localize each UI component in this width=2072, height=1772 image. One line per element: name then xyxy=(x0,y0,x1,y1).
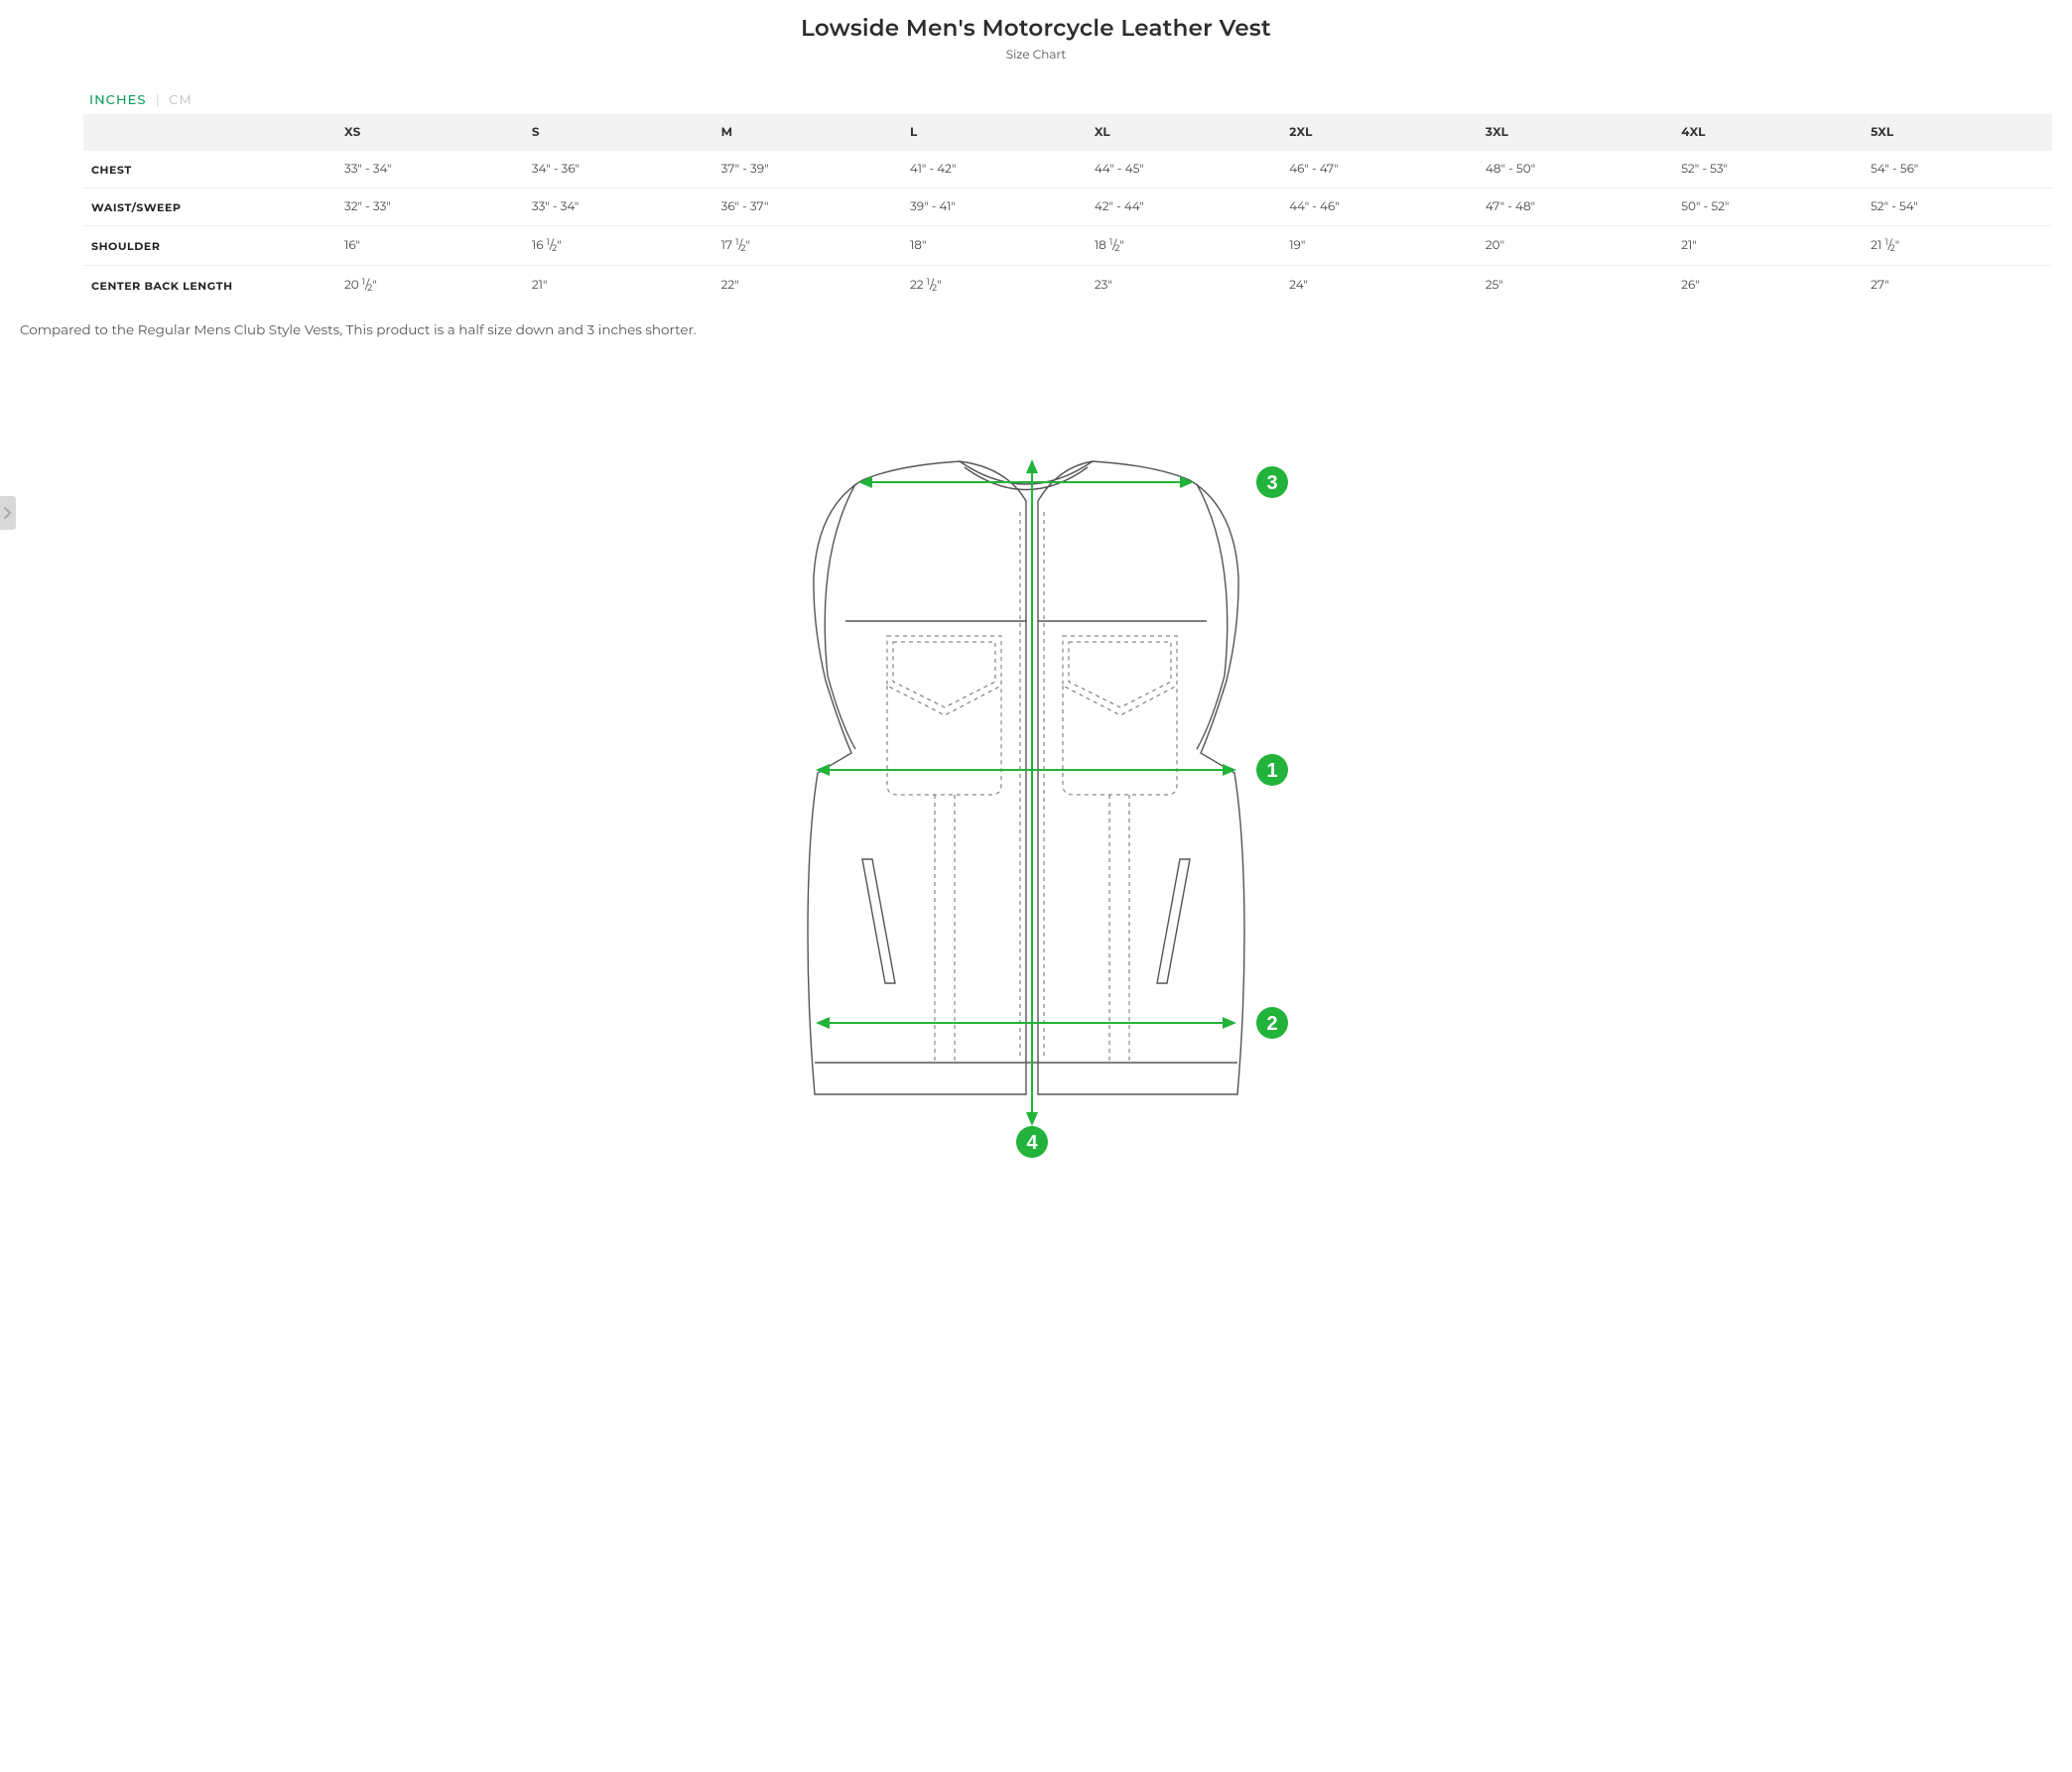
cell: 44" - 46" xyxy=(1281,189,1478,226)
row-label: CHEST xyxy=(83,151,336,189)
cell: 33" - 34" xyxy=(336,151,524,189)
size-table: XS S M L XL 2XL 3XL 4XL 5XL CHEST 33" - … xyxy=(83,114,2052,305)
marker-4: 4 xyxy=(1026,1132,1038,1154)
cell: 20" xyxy=(1478,226,1673,266)
col-m: M xyxy=(713,114,902,151)
measurement-markers: 3 1 2 4 xyxy=(1016,466,1288,1158)
cell: 27" xyxy=(1863,266,2052,306)
cell: 18 1/2" xyxy=(1087,226,1281,266)
unit-cm[interactable]: CM xyxy=(169,92,193,108)
comparison-note: Compared to the Regular Mens Club Style … xyxy=(20,322,2052,338)
col-l: L xyxy=(902,114,1087,151)
col-4xl: 4XL xyxy=(1673,114,1863,151)
cell: 36" - 37" xyxy=(713,189,902,226)
cell: 32" - 33" xyxy=(336,189,524,226)
cell: 17 1/2" xyxy=(713,226,902,266)
cell: 18" xyxy=(902,226,1087,266)
cell: 39" - 41" xyxy=(902,189,1087,226)
col-5xl: 5XL xyxy=(1863,114,2052,151)
cell: 21" xyxy=(524,266,713,306)
col-s: S xyxy=(524,114,713,151)
cell: 22" xyxy=(713,266,902,306)
table-row: WAIST/SWEEP 32" - 33" 33" - 34" 36" - 37… xyxy=(83,189,2052,226)
cell: 52" - 54" xyxy=(1863,189,2052,226)
marker-2: 2 xyxy=(1266,1013,1277,1035)
cell: 48" - 50" xyxy=(1478,151,1673,189)
side-tab[interactable] xyxy=(0,496,16,530)
cell: 50" - 52" xyxy=(1673,189,1863,226)
page-subtitle: Size Chart xyxy=(20,48,2052,63)
table-row: SHOULDER 16" 16 1/2" 17 1/2" 18" 18 1/2"… xyxy=(83,226,2052,266)
table-row: CHEST 33" - 34" 34" - 36" 37" - 39" 41" … xyxy=(83,151,2052,189)
unit-toggle: INCHES | CM xyxy=(20,92,2052,108)
page-container: Lowside Men's Motorcycle Leather Vest Si… xyxy=(0,0,2072,1202)
diagram-wrap: 3 1 2 4 xyxy=(20,428,2052,1162)
cell: 21 1/2" xyxy=(1863,226,2052,266)
vest-diagram: 3 1 2 4 xyxy=(728,428,1344,1162)
cell: 42" - 44" xyxy=(1087,189,1281,226)
vest-outline xyxy=(808,461,1244,1094)
cell: 24" xyxy=(1281,266,1478,306)
col-2xl: 2XL xyxy=(1281,114,1478,151)
cell: 26" xyxy=(1673,266,1863,306)
col-xs: XS xyxy=(336,114,524,151)
chevron-right-icon xyxy=(3,506,13,520)
cell: 16 1/2" xyxy=(524,226,713,266)
row-label: CENTER BACK LENGTH xyxy=(83,266,336,306)
table-corner xyxy=(83,114,336,151)
cell: 25" xyxy=(1478,266,1673,306)
cell: 22 1/2" xyxy=(902,266,1087,306)
cell: 37" - 39" xyxy=(713,151,902,189)
size-table-wrap: XS S M L XL 2XL 3XL 4XL 5XL CHEST 33" - … xyxy=(83,114,2052,305)
cell: 47" - 48" xyxy=(1478,189,1673,226)
table-row: CENTER BACK LENGTH 20 1/2" 21" 22" 22 1/… xyxy=(83,266,2052,306)
col-3xl: 3XL xyxy=(1478,114,1673,151)
cell: 44" - 45" xyxy=(1087,151,1281,189)
cell: 33" - 34" xyxy=(524,189,713,226)
unit-inches[interactable]: INCHES xyxy=(89,92,146,108)
cell: 23" xyxy=(1087,266,1281,306)
cell: 21" xyxy=(1673,226,1863,266)
cell: 19" xyxy=(1281,226,1478,266)
row-label: WAIST/SWEEP xyxy=(83,189,336,226)
page-title: Lowside Men's Motorcycle Leather Vest xyxy=(20,14,2052,42)
row-label: SHOULDER xyxy=(83,226,336,266)
unit-separator: | xyxy=(156,92,160,108)
marker-1: 1 xyxy=(1266,760,1277,782)
marker-3: 3 xyxy=(1266,472,1277,494)
cell: 54" - 56" xyxy=(1863,151,2052,189)
table-header-row: XS S M L XL 2XL 3XL 4XL 5XL xyxy=(83,114,2052,151)
cell: 16" xyxy=(336,226,524,266)
cell: 52" - 53" xyxy=(1673,151,1863,189)
col-xl: XL xyxy=(1087,114,1281,151)
table-body: CHEST 33" - 34" 34" - 36" 37" - 39" 41" … xyxy=(83,151,2052,305)
cell: 20 1/2" xyxy=(336,266,524,306)
cell: 46" - 47" xyxy=(1281,151,1478,189)
cell: 41" - 42" xyxy=(902,151,1087,189)
cell: 34" - 36" xyxy=(524,151,713,189)
